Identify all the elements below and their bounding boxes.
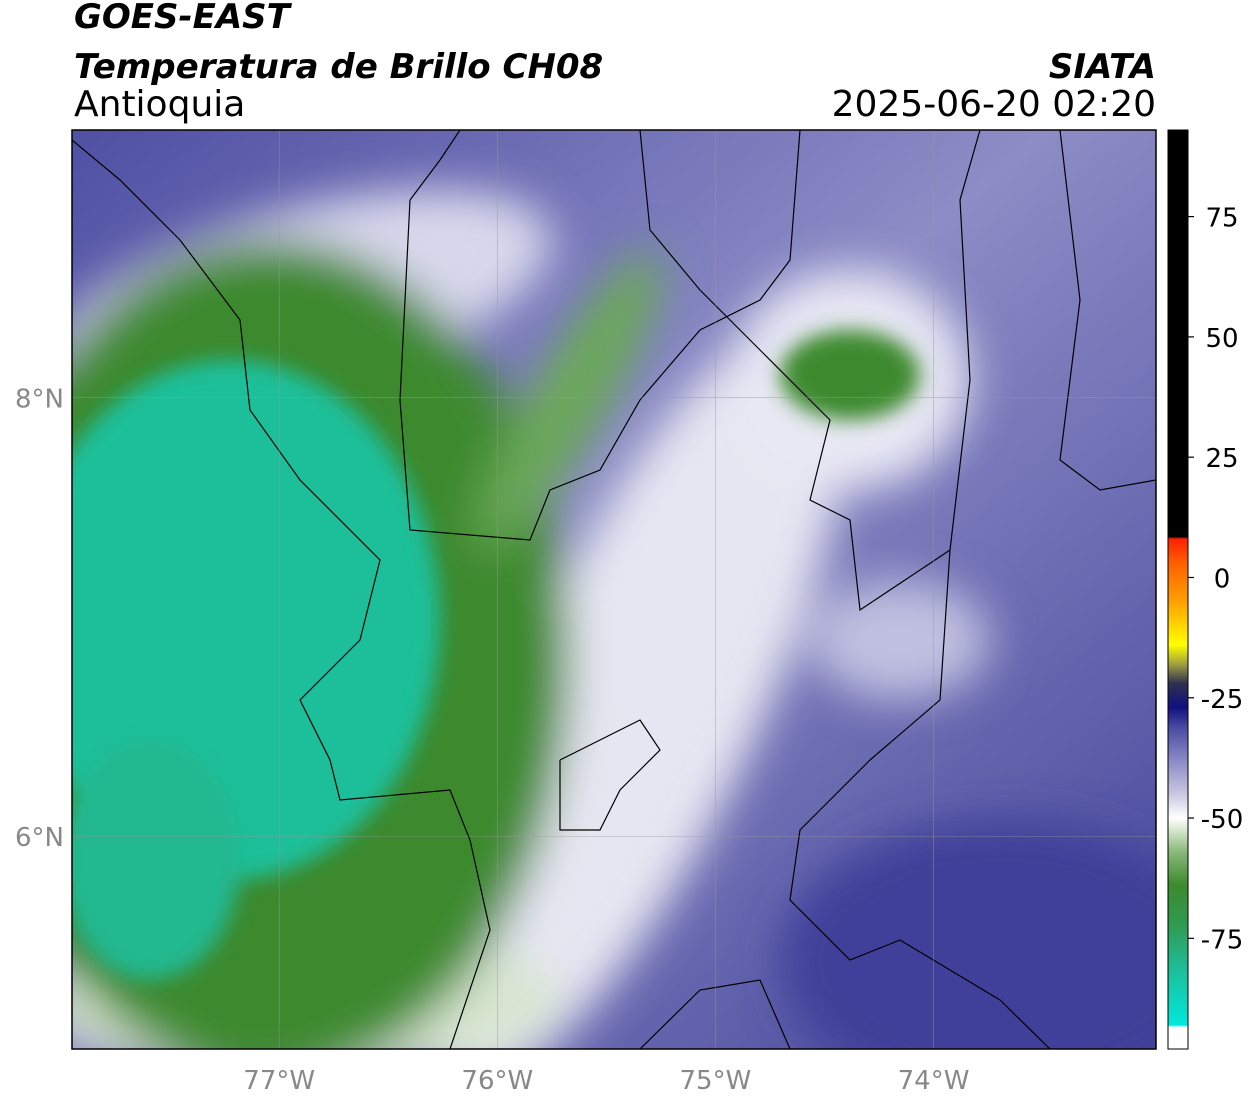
colorbar-tick-label: -75 — [1201, 925, 1243, 955]
satellite-image — [72, 130, 1156, 1049]
map-frame — [71, 129, 1157, 1050]
lon-tick-label: 77°W — [243, 1066, 315, 1096]
colorbar-tick-label: -25 — [1201, 685, 1243, 715]
lon-tick-label: 76°W — [461, 1066, 533, 1096]
subtitle: Temperatura de Brillo CH08 — [74, 47, 603, 87]
lon-tick-label: 74°W — [898, 1066, 970, 1096]
lat-tick-label: 8°N — [15, 385, 64, 415]
timestamp: 2025-06-20 02:20 — [832, 84, 1156, 125]
source: SIATA — [1049, 47, 1156, 87]
colorbar — [1167, 129, 1189, 1050]
colorbar-tick-label: 25 — [1205, 444, 1238, 474]
region: Antioquia — [74, 84, 245, 125]
lon-tick-label: 75°W — [680, 1066, 752, 1096]
colorbar-tick-label: 75 — [1205, 204, 1238, 234]
title: GOES-EAST — [74, 0, 293, 37]
colorbar-tick-label: 0 — [1214, 564, 1231, 594]
colorbar-tick-label: 50 — [1205, 324, 1238, 354]
lat-tick-label: 6°N — [15, 823, 64, 853]
colorbar-tick-label: -50 — [1201, 805, 1243, 835]
grid — [72, 130, 1156, 1049]
